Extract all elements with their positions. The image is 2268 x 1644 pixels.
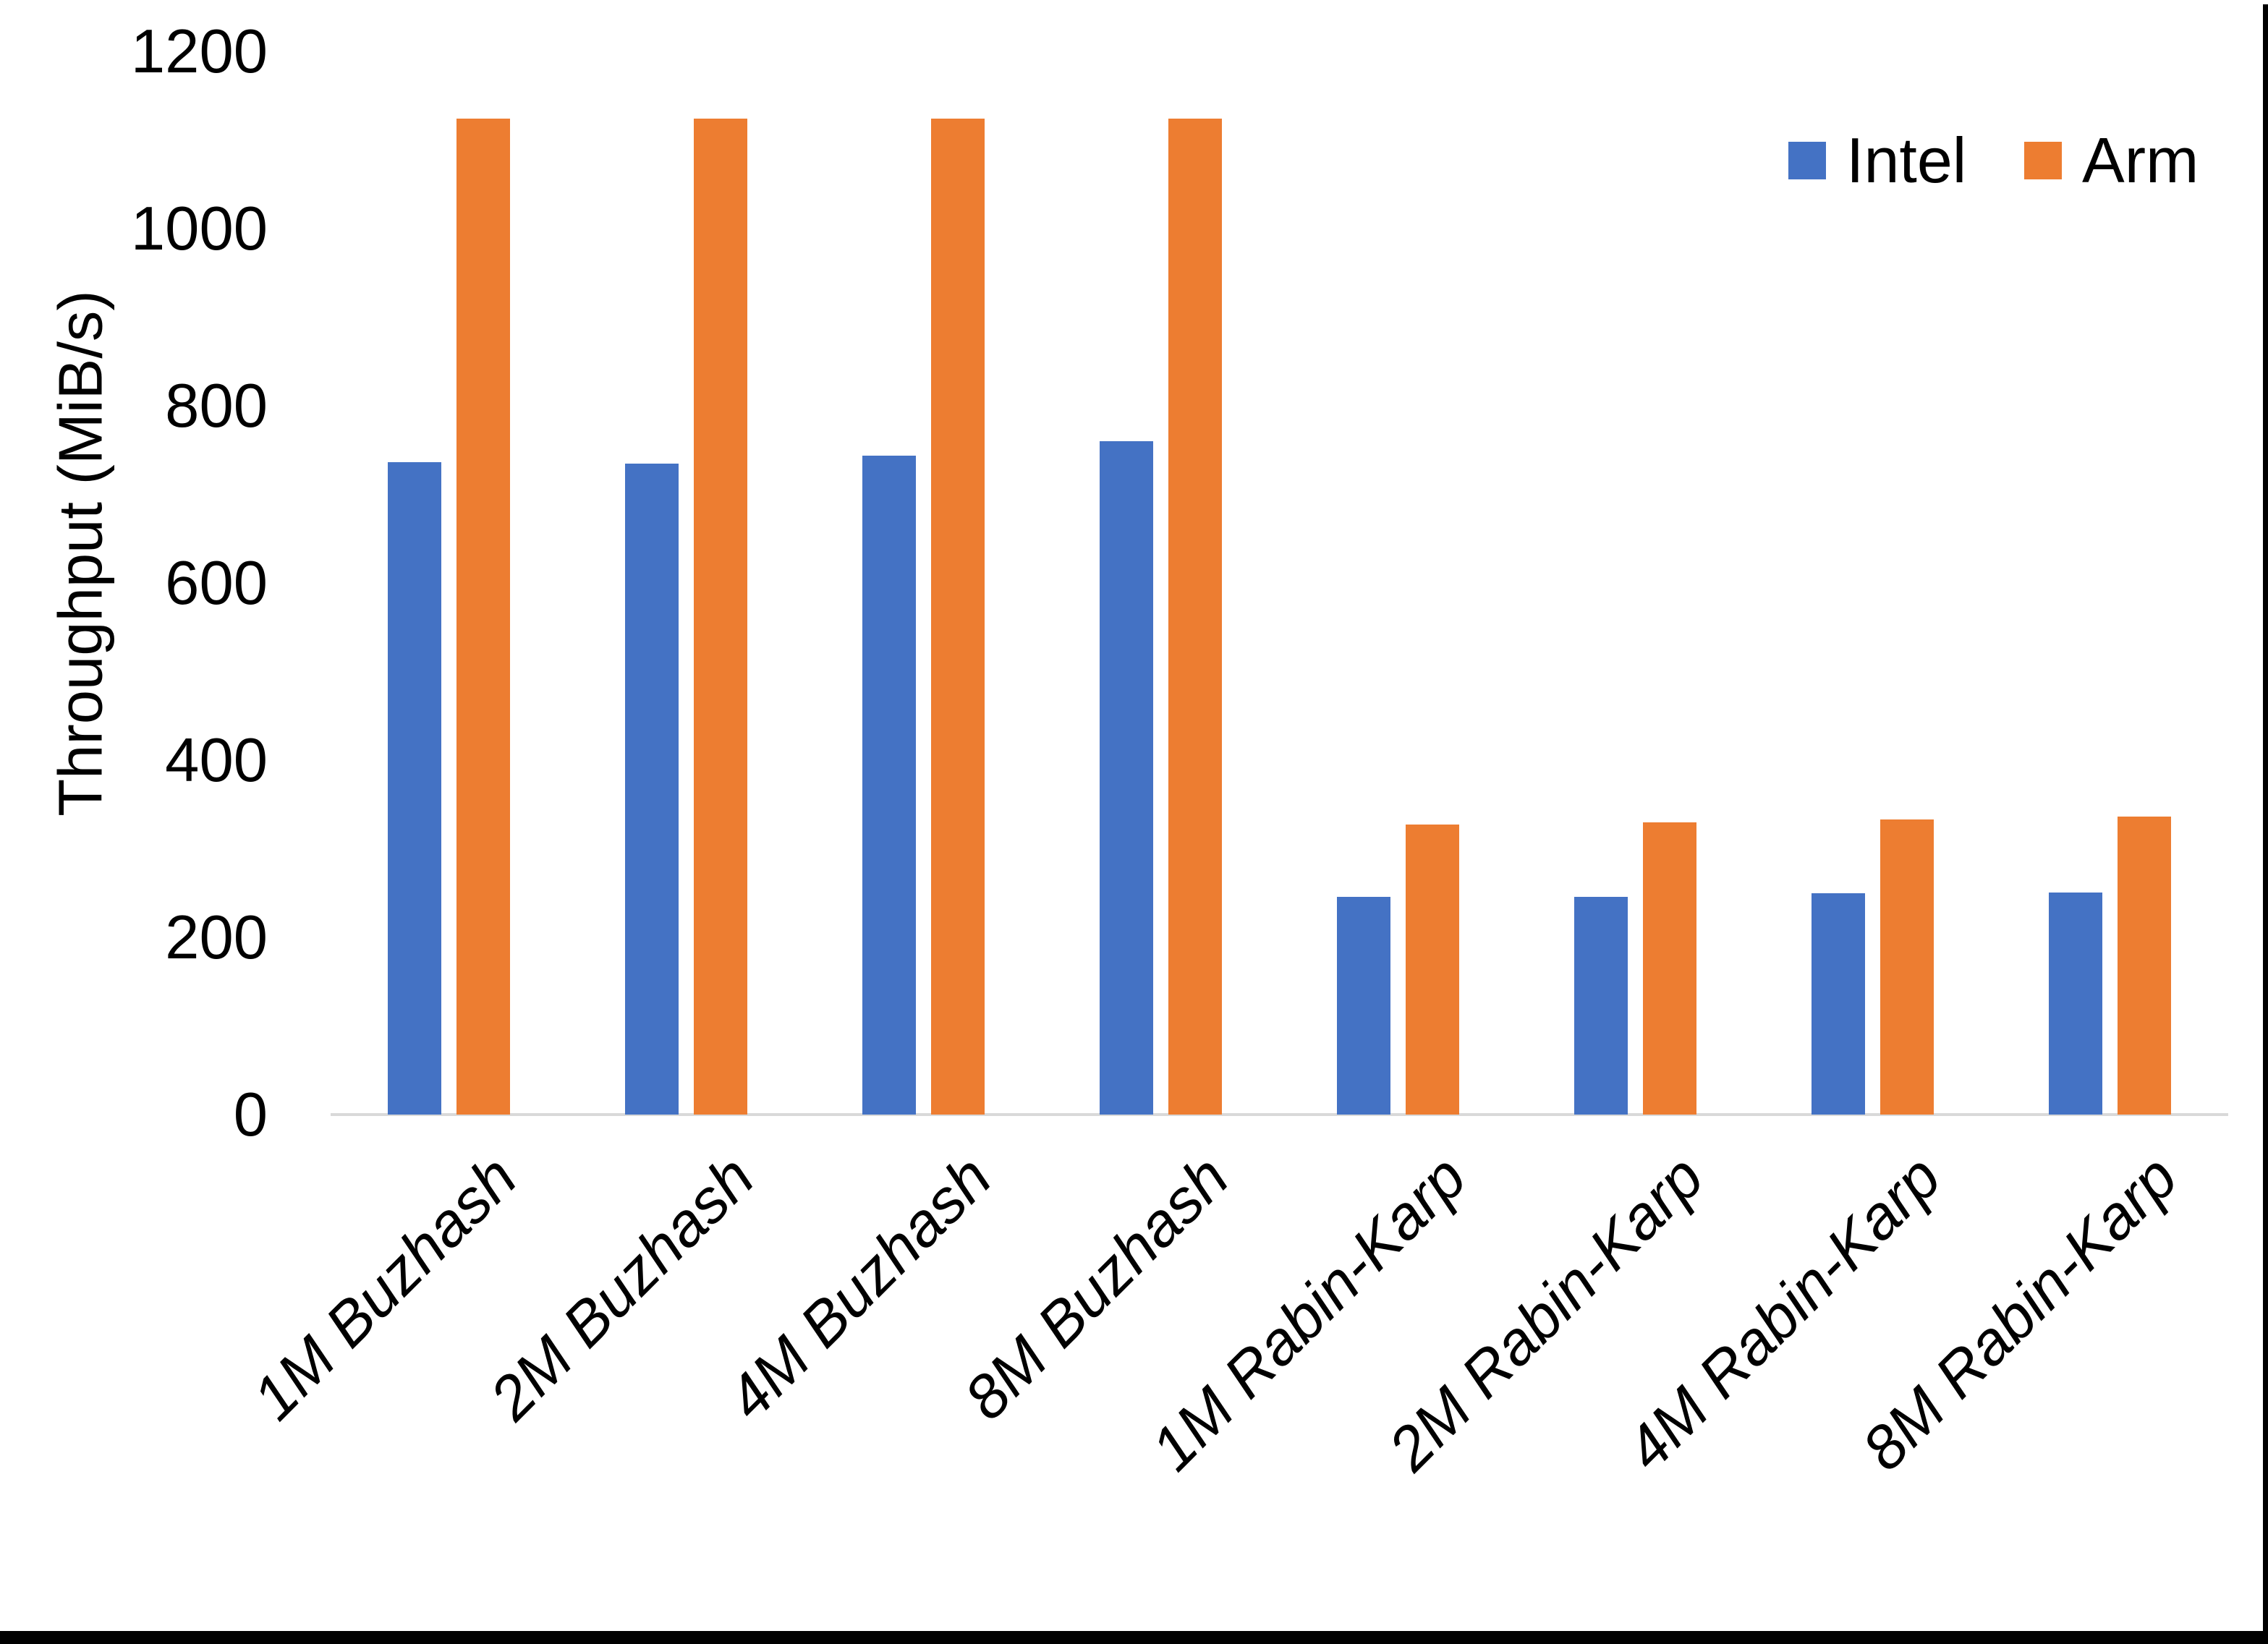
y-tick-label-0: 0 [233, 1080, 268, 1149]
bar-arm-8m-rabin-karp [2117, 817, 2171, 1115]
bar-intel-4m-rabin-karp [1811, 893, 1865, 1115]
y-tick-label-1200: 1200 [130, 17, 268, 86]
legend-swatch-arm [2024, 142, 2062, 179]
legend-label-intel: Intel [1846, 124, 1967, 196]
y-tick-label-600: 600 [165, 548, 268, 618]
bar-intel-4m-buzhash [862, 455, 917, 1115]
legend-swatch-intel [1788, 142, 1826, 179]
y-tick-label-800: 800 [165, 371, 268, 440]
bar-intel-8m-rabin-karp [2048, 892, 2102, 1115]
legend-label-arm: Arm [2082, 124, 2199, 196]
bar-arm-8m-buzhash [1168, 119, 1223, 1115]
legend-item-intel: Intel [1788, 129, 1966, 192]
bar-arm-2m-buzhash [694, 119, 748, 1115]
y-tick-label-200: 200 [165, 903, 268, 972]
right-border [2263, 4, 2268, 1644]
bottom-border [0, 1631, 2268, 1644]
bar-arm-4m-buzhash [931, 119, 985, 1115]
bar-intel-2m-rabin-karp [1573, 896, 1628, 1115]
bar-intel-8m-buzhash [1100, 441, 1154, 1115]
bar-intel-2m-buzhash [625, 463, 679, 1115]
y-tick-label-400: 400 [165, 725, 268, 795]
bar-intel-1m-buzhash [388, 462, 442, 1115]
bar-arm-1m-rabin-karp [1405, 825, 1459, 1115]
legend-item-arm: Arm [2024, 129, 2199, 192]
bar-intel-1m-rabin-karp [1336, 896, 1390, 1115]
bar-arm-2m-rabin-karp [1642, 822, 1696, 1115]
x-axis-baseline [331, 1113, 2228, 1116]
y-tick-label-1000: 1000 [130, 194, 268, 263]
bar-arm-1m-buzhash [456, 119, 511, 1115]
bar-arm-4m-rabin-karp [1880, 819, 1934, 1115]
